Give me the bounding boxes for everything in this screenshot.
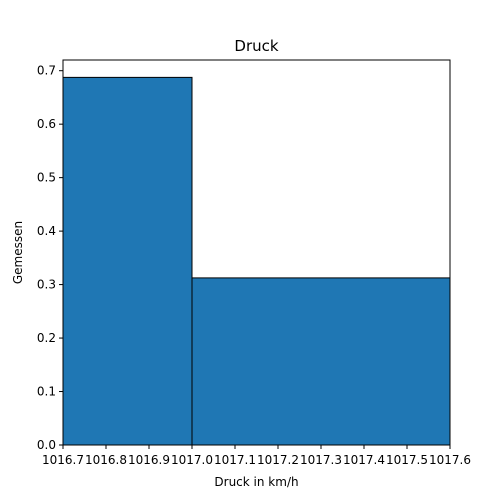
x-tick-label: 1017.1 xyxy=(214,453,256,467)
x-tick-label: 1017.4 xyxy=(343,453,385,467)
x-tick-label: 1016.9 xyxy=(128,453,170,467)
y-tick-label: 0.1 xyxy=(37,385,56,399)
y-tick-label: 0.3 xyxy=(37,278,56,292)
x-tick-label: 1016.8 xyxy=(85,453,127,467)
y-axis-label: Gemessen xyxy=(11,221,25,284)
y-axis-ticks: 0.0 0.1 0.2 0.3 0.4 0.5 0.6 0.7 xyxy=(37,64,63,452)
x-tick-label: 1017.0 xyxy=(171,453,213,467)
chart-title: Druck xyxy=(234,37,278,55)
x-tick-label: 1017.2 xyxy=(257,453,299,467)
y-tick-label: 0.4 xyxy=(37,224,56,238)
bars-group xyxy=(62,76,451,446)
x-tick-label: 1017.5 xyxy=(386,453,428,467)
histogram-bar-2 xyxy=(191,277,451,446)
x-axis-label: Druck in km/h xyxy=(214,475,298,489)
x-axis-ticks: 1016.7 1016.8 1016.9 1017.0 1017.1 1017.2 1017… xyxy=(42,445,471,467)
x-tick-label: 1017.6 xyxy=(429,453,471,467)
x-tick-label: 1016.7 xyxy=(42,453,84,467)
y-tick-label: 0.7 xyxy=(37,64,56,78)
histogram-bar-1 xyxy=(62,76,193,446)
y-tick-label: 0.5 xyxy=(37,171,56,185)
y-tick-label: 0.6 xyxy=(37,117,56,131)
y-tick-label: 0.2 xyxy=(37,331,56,345)
plot-frame xyxy=(62,59,451,446)
y-tick-label: 0.0 xyxy=(37,438,56,452)
x-tick-label: 1017.3 xyxy=(300,453,342,467)
